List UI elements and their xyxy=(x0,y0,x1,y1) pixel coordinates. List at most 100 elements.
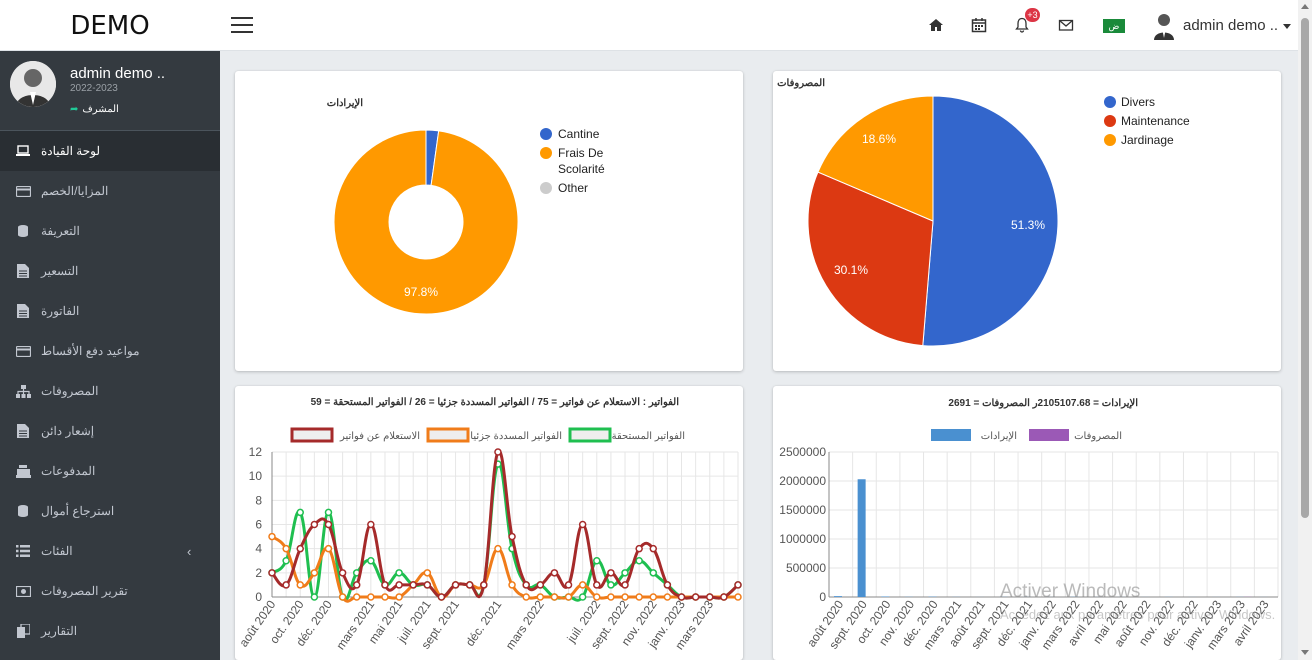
legend-marker-0 xyxy=(1104,96,1116,108)
revenue-bar-card: الإيرادات = 2105107.68ر المصروفات = 2691… xyxy=(773,386,1281,660)
data-point xyxy=(282,544,290,553)
y-tick-label: 12 xyxy=(249,445,263,459)
windows-activation-hint: Accédez aux paramètres pour activer Wind… xyxy=(1000,607,1276,622)
sidebar-item-label: الفئات xyxy=(41,544,73,558)
avatar[interactable] xyxy=(10,61,56,107)
sidebar-item-3[interactable]: التسعير xyxy=(0,251,220,291)
sidebar-menu: لوحة القيادة المزايا/الخصم التعريفة التسعير… xyxy=(0,131,220,651)
sidebar-item-11[interactable]: تقرير المصروفات xyxy=(0,571,220,611)
sidebar-item-label: المصروفات xyxy=(41,384,99,398)
user-name[interactable]: admin demo .. xyxy=(1183,17,1279,34)
data-point xyxy=(663,581,672,589)
bell-icon[interactable] xyxy=(1014,17,1030,33)
x-tick-label: déc. 2021 xyxy=(463,597,505,648)
data-point xyxy=(282,581,290,589)
notification-badge: +3 xyxy=(1025,8,1040,22)
chart-title: الإيرادات xyxy=(327,98,363,109)
revenue-bar-chart: الإيرادات = 2105107.68ر المصروفات = 2691… xyxy=(779,398,1279,652)
file-icon xyxy=(15,304,31,318)
user-role: ➦ المشرف xyxy=(70,104,119,115)
data-point xyxy=(352,581,361,589)
data-point xyxy=(593,557,601,565)
data-point xyxy=(296,508,304,517)
sidebar-item-0[interactable]: لوحة القيادة xyxy=(0,131,220,171)
user-avatar-icon[interactable] xyxy=(1152,12,1176,40)
data-point xyxy=(480,581,488,589)
invoices-line-card: الفواتير : الاستعلام عن فواتير = 75 / ال… xyxy=(235,386,743,660)
sitemap-icon xyxy=(15,384,31,398)
sidebar-item-2[interactable]: التعريفة xyxy=(0,211,220,251)
sidebar-item-10[interactable]: الفئات ‹ xyxy=(0,531,220,571)
data-point xyxy=(593,593,601,601)
y-tick-label: 500000 xyxy=(786,561,826,575)
y-tick-label: 2 xyxy=(255,566,262,580)
sidebar-item-6[interactable]: المصروفات xyxy=(0,371,220,411)
legend-label: Other xyxy=(558,181,588,195)
sidebar-user-name[interactable]: admin demo .. xyxy=(70,65,166,82)
data-point xyxy=(621,581,629,589)
envelope-icon[interactable] xyxy=(1058,17,1074,33)
data-point xyxy=(437,593,446,601)
file-icon xyxy=(15,264,31,278)
data-point xyxy=(423,581,432,589)
y-tick-label: 0 xyxy=(255,590,262,604)
sidebar-item-label: استرجاع أموال xyxy=(41,504,115,518)
data-point xyxy=(381,581,389,589)
sidebar-item-label: التسعير xyxy=(41,264,79,278)
calendar-icon[interactable] xyxy=(971,17,987,33)
data-point xyxy=(720,593,728,601)
hamburger-menu-icon[interactable] xyxy=(231,17,253,33)
data-point xyxy=(310,520,319,529)
data-point xyxy=(310,593,319,601)
sidebar-item-8[interactable]: المدفوعات xyxy=(0,451,220,491)
data-point xyxy=(621,569,629,577)
sidebar-item-5[interactable]: مواعيد دفع الأقساط xyxy=(0,331,220,371)
sidebar-item-label: مواعيد دفع الأقساط xyxy=(41,344,140,358)
legend-label: Frais De xyxy=(558,146,604,160)
legend-label: Maintenance xyxy=(1121,114,1190,128)
chart-title: المصروفات xyxy=(777,78,825,89)
data-point xyxy=(522,593,530,601)
legend-marker-0 xyxy=(290,427,334,443)
data-point xyxy=(635,557,643,565)
chevron-left-icon[interactable]: ‹ xyxy=(187,544,192,559)
scroll-down-arrow-icon[interactable] xyxy=(1301,650,1309,655)
chart-title: الفواتير : الاستعلام عن فواتير = 75 / ال… xyxy=(311,397,680,408)
share-icon: ➦ xyxy=(70,104,79,115)
scrollbar-thumb[interactable] xyxy=(1301,18,1309,518)
data-point xyxy=(494,544,502,553)
home-icon[interactable] xyxy=(928,17,944,33)
scroll-up-arrow-icon[interactable] xyxy=(1301,4,1309,9)
sidebar-item-1[interactable]: المزايا/الخصم xyxy=(0,171,220,211)
data-point xyxy=(536,581,545,589)
credit-card-icon xyxy=(15,344,31,358)
data-point xyxy=(564,581,573,589)
chart-title: الإيرادات = 2105107.68ر المصروفات = 2691 xyxy=(948,398,1138,409)
data-point xyxy=(367,557,375,565)
data-point xyxy=(296,544,304,553)
sidebar-item-label: المدفوعات xyxy=(41,464,96,478)
sidebar-item-12[interactable]: التقارير xyxy=(0,611,220,651)
legend-marker-1 xyxy=(1029,429,1069,441)
data-point xyxy=(663,593,672,601)
page-scrollbar[interactable] xyxy=(1298,0,1312,660)
sidebar-item-7[interactable]: إشعار دائن xyxy=(0,411,220,451)
data-point xyxy=(324,544,333,553)
data-point xyxy=(677,593,686,601)
language-flag-icon[interactable]: ض xyxy=(1103,19,1125,33)
data-point xyxy=(268,532,276,541)
data-point xyxy=(607,569,615,577)
sidebar-item-4[interactable]: الفاتورة xyxy=(0,291,220,331)
school-year: 2022-2023 xyxy=(70,83,118,94)
coins-icon xyxy=(15,504,31,518)
brand-logo[interactable]: DEMO xyxy=(70,11,150,41)
data-point xyxy=(395,581,403,589)
sidebar-item-9[interactable]: استرجاع أموال xyxy=(0,491,220,531)
credit-card-icon xyxy=(15,184,31,198)
data-point xyxy=(691,593,700,601)
y-tick-label: 2500000 xyxy=(779,445,826,459)
legend-label: الفواتير المستحقة xyxy=(612,431,685,442)
user-dropdown-caret-icon[interactable] xyxy=(1283,24,1291,29)
legend-marker-1 xyxy=(1104,115,1116,127)
sidebar-item-label: المزايا/الخصم xyxy=(41,184,109,198)
